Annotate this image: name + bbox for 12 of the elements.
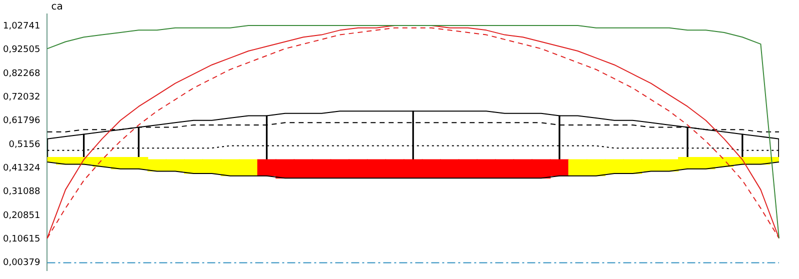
y-tick-label: 0,82268 xyxy=(3,68,40,79)
y-tick-label: 0,61796 xyxy=(3,116,40,126)
y-tick-label: 0,20851 xyxy=(3,210,40,221)
y-tick-label: 0,31088 xyxy=(3,187,40,198)
y-tick-label: 0,10615 xyxy=(3,234,40,244)
y-tick-label: 0,00379 xyxy=(3,258,40,268)
y-axis-title: ca xyxy=(51,2,63,13)
y-tick-label: 1,02741 xyxy=(3,22,40,32)
y-tick-label: 0,5156 xyxy=(8,140,40,150)
y-tick-label: 0,72032 xyxy=(3,92,40,102)
y-tick-label: 0,92505 xyxy=(3,45,40,56)
y-tick-label: 0,41324 xyxy=(3,163,40,174)
